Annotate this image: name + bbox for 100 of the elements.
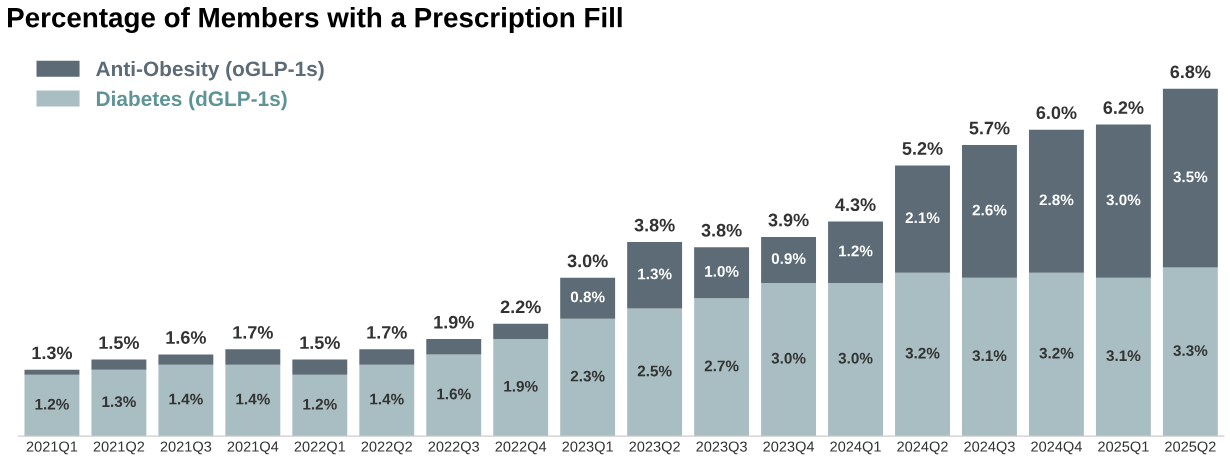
bar	[761, 236, 817, 283]
x-tick-label: 2024Q4	[1031, 441, 1082, 455]
data-label: 1.3%	[638, 268, 672, 280]
total-label: 6.8%	[1170, 65, 1211, 79]
x-tick-label: 2022Q3	[428, 441, 480, 455]
data-label: 3.0%	[838, 352, 873, 364]
bar	[493, 339, 549, 437]
bar	[91, 359, 147, 370]
data-label: 1.2%	[303, 398, 337, 410]
data-label: 2.6%	[972, 204, 1007, 216]
data-label: 3.1%	[1106, 350, 1141, 362]
data-label: 1.2%	[35, 398, 69, 410]
bar	[828, 282, 883, 437]
data-label: 1.9%	[504, 380, 538, 392]
x-tick-label: 2024Q2	[897, 441, 948, 455]
bar	[158, 364, 214, 437]
bar	[1028, 272, 1084, 437]
bar	[359, 349, 415, 365]
chart-title: Percentage of Members with a Prescription Fill	[8, 7, 622, 34]
x-tick-label: 2021Q2	[93, 441, 145, 455]
bar	[292, 359, 348, 375]
data-label: 1.6%	[437, 388, 471, 400]
total-label: 6.0%	[1036, 106, 1077, 120]
x-tick-label: 2021Q3	[160, 441, 212, 455]
bar	[627, 242, 683, 309]
x-tick-label: 2023Q4	[763, 441, 815, 455]
x-tick-label: 2022Q4	[495, 441, 547, 455]
data-label: 1.0%	[705, 265, 739, 277]
x-tick-label: 2025Q1	[1098, 441, 1149, 455]
bar	[895, 272, 950, 437]
x-tick-label: 2024Q3	[964, 441, 1015, 455]
bar	[962, 277, 1017, 437]
legend-label: Anti-Obesity (oGLP-1s)	[96, 60, 324, 81]
bar	[225, 349, 281, 365]
data-label: 2.1%	[905, 212, 940, 224]
bar	[694, 298, 750, 437]
data-label: 2.5%	[637, 365, 672, 377]
total-label: 1.9%	[434, 315, 474, 329]
bar	[962, 144, 1017, 278]
bar	[1028, 129, 1084, 273]
bar	[1162, 267, 1218, 437]
total-label: 3.0%	[567, 254, 608, 268]
x-tick-label: 2023Q1	[562, 441, 613, 455]
bar	[694, 247, 750, 299]
x-tick-label: 2021Q1	[26, 441, 78, 455]
data-label: 3.5%	[1173, 171, 1208, 183]
total-label: 6.2%	[1103, 101, 1144, 115]
x-tick-label: 2022Q1	[294, 441, 346, 455]
legend-label: Diabetes (dGLP-1s)	[96, 90, 287, 111]
bar	[292, 374, 348, 437]
total-label: 1.5%	[300, 336, 340, 350]
x-tick-label: 2021Q4	[227, 441, 279, 455]
data-label: 3.0%	[1106, 194, 1141, 206]
total-label: 1.5%	[99, 336, 139, 350]
data-label: 2.8%	[1039, 194, 1074, 206]
bar	[493, 323, 549, 340]
data-label: 0.9%	[771, 253, 806, 265]
bar	[761, 282, 817, 437]
data-label: 3.1%	[972, 350, 1007, 362]
data-label: 2.7%	[704, 360, 739, 372]
total-label: 3.8%	[634, 218, 675, 232]
data-label: 0.8%	[570, 291, 605, 303]
total-label: 1.7%	[233, 326, 273, 339]
data-label: 2.3%	[570, 370, 605, 382]
total-label: 1.6%	[166, 331, 206, 344]
data-label: 1.3%	[102, 396, 136, 408]
x-tick-label: 2022Q2	[361, 441, 412, 455]
bar	[24, 374, 80, 437]
bar	[828, 221, 883, 283]
total-label: 5.7%	[969, 121, 1010, 135]
data-label: 3.2%	[1039, 347, 1074, 359]
data-label: 1.4%	[169, 393, 203, 405]
data-label: 1.2%	[839, 245, 873, 257]
bar	[426, 339, 482, 355]
bar	[158, 354, 214, 365]
bar	[1162, 88, 1218, 268]
total-label: 3.9%	[768, 213, 809, 227]
bar	[225, 364, 281, 437]
total-label: 1.7%	[367, 326, 407, 339]
bar	[627, 308, 683, 437]
data-label: 1.4%	[370, 393, 404, 405]
bar	[895, 165, 950, 273]
data-label: 3.2%	[905, 347, 940, 359]
total-label: 3.8%	[701, 223, 742, 237]
total-label: 1.3%	[32, 346, 73, 360]
total-label: 5.2%	[902, 142, 943, 155]
bar	[1095, 124, 1151, 278]
x-tick-label: 2024Q1	[830, 441, 881, 455]
bar	[1095, 277, 1151, 437]
bar	[91, 369, 147, 437]
bar	[24, 369, 80, 375]
bar	[359, 364, 415, 437]
x-tick-label: 2025Q2	[1165, 441, 1216, 455]
bar	[426, 354, 482, 437]
data-label: 3.3%	[1173, 345, 1208, 356]
bar	[560, 318, 616, 437]
x-tick-label: 2023Q2	[629, 441, 680, 455]
x-tick-label: 2023Q3	[696, 441, 747, 455]
total-label: 4.3%	[835, 198, 876, 212]
total-label: 2.2%	[500, 300, 541, 314]
